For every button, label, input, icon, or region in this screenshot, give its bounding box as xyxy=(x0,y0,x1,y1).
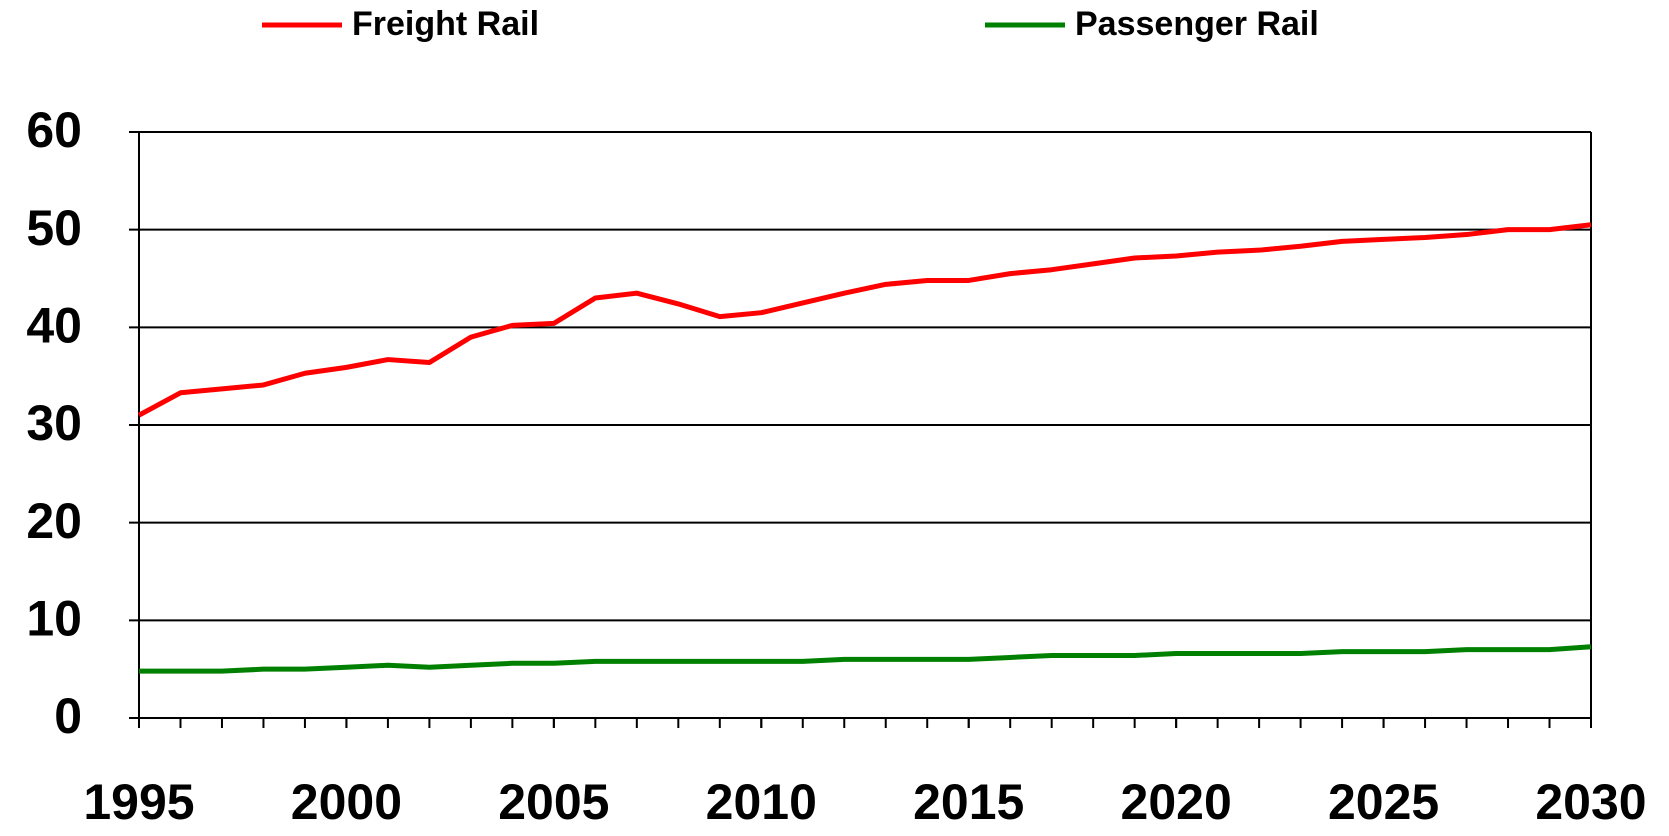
legend-label: Freight Rail xyxy=(352,5,539,43)
x-tick-label: 2015 xyxy=(913,774,1024,830)
y-tick-label: 60 xyxy=(26,102,82,158)
y-tick-label: 10 xyxy=(26,591,82,647)
y-tick-label: 30 xyxy=(26,395,82,451)
x-tick-label: 2005 xyxy=(498,774,609,830)
data-line xyxy=(137,222,1592,418)
x-tick-label: 2020 xyxy=(1121,774,1232,830)
y-tick-label: 20 xyxy=(26,493,82,549)
y-tick-label: 40 xyxy=(26,298,82,354)
x-tick-label: 2025 xyxy=(1328,774,1439,830)
y-tick-label: 0 xyxy=(54,688,82,744)
x-tick-label: 1995 xyxy=(83,774,194,830)
x-tick-label: 2030 xyxy=(1535,774,1646,830)
legend-label: Passenger Rail xyxy=(1075,5,1319,43)
y-tick-label: 50 xyxy=(26,200,82,256)
data-line xyxy=(139,644,1592,674)
x-tick-label: 2010 xyxy=(706,774,817,830)
x-tick-label: 2000 xyxy=(291,774,402,830)
